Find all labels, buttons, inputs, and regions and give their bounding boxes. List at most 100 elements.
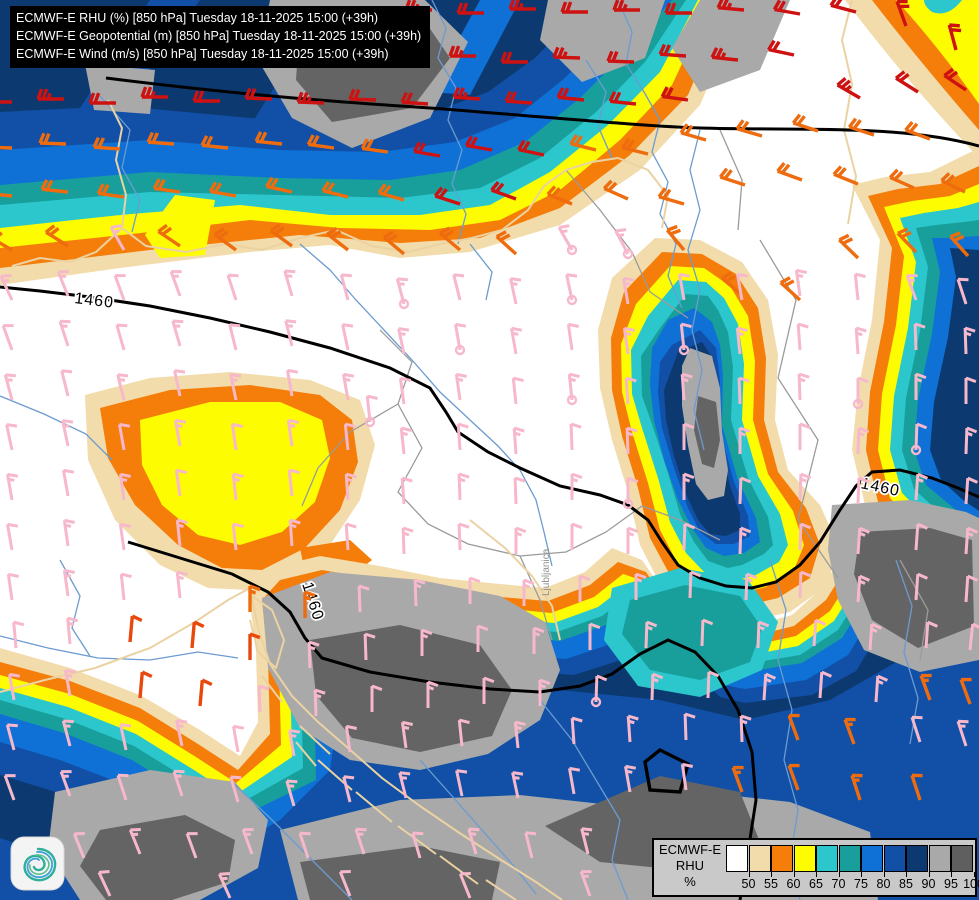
wind-barb	[400, 91, 429, 106]
wind-barb	[58, 319, 71, 347]
humidity-fill-right-band	[852, 148, 979, 568]
wind-barb	[399, 426, 412, 455]
wind-barb	[538, 678, 551, 706]
wind-barb	[455, 769, 468, 797]
wind-barb	[192, 90, 220, 103]
wind-barb	[119, 723, 132, 751]
wind-barb	[511, 376, 524, 405]
wind-barb	[914, 572, 929, 601]
wind-barb	[767, 39, 795, 57]
station-circle-icon	[910, 444, 922, 456]
title-line-geopotential: ECMWF-E Geopotential (m) [850 hPa] Tuesd…	[16, 29, 422, 43]
wind-barb	[688, 570, 702, 599]
wind-barb	[513, 720, 526, 749]
legend-swatch	[838, 845, 861, 872]
wind-barb	[894, 70, 919, 94]
wind-barb	[248, 632, 261, 660]
wind-barb	[303, 590, 316, 618]
wind-barb	[744, 572, 758, 601]
wind-barb	[776, 162, 803, 182]
wind-barb	[678, 272, 691, 301]
wind-barb	[97, 870, 112, 897]
wind-barb	[569, 134, 597, 152]
wind-barb	[735, 326, 748, 355]
wind-barb	[298, 831, 311, 859]
wind-barb	[578, 574, 591, 602]
wind-barb	[580, 827, 593, 855]
wind-barb	[546, 185, 573, 206]
station-circle-icon	[398, 298, 410, 310]
wind-barb	[467, 827, 480, 855]
wind-barb	[344, 724, 358, 753]
legend-tick	[748, 872, 750, 877]
wind-barb	[228, 323, 241, 351]
station-circle-icon	[566, 394, 578, 406]
wind-barb	[398, 771, 411, 799]
lake-outline	[643, 747, 691, 794]
legend-tick	[861, 872, 862, 877]
wind-barb	[198, 678, 213, 707]
wind-barb	[797, 372, 810, 401]
wind-barb	[400, 720, 414, 749]
wind-barb	[787, 763, 800, 791]
wind-barb	[38, 132, 67, 146]
wind-barb	[910, 773, 923, 801]
wind-barb	[710, 47, 739, 62]
wind-barb	[213, 227, 238, 252]
wind-barb	[532, 626, 545, 654]
wind-barb	[513, 476, 526, 505]
wind-barb	[874, 674, 889, 703]
map-place-label: Ljubljanica	[541, 548, 552, 596]
wind-barb	[579, 870, 592, 897]
legend-tick-label: 85	[899, 877, 913, 891]
wind-barb	[96, 183, 125, 199]
wind-barb	[625, 426, 638, 455]
wind-barb	[956, 277, 969, 305]
wind-barb	[904, 121, 931, 141]
wind-barb	[458, 872, 472, 899]
wind-barb	[626, 714, 639, 743]
wind-barb	[650, 672, 664, 701]
wind-barb	[468, 576, 481, 604]
wind-barb	[570, 472, 583, 500]
wind-barb	[964, 574, 979, 603]
legend-tick-label: 80	[876, 877, 891, 891]
wind-barb	[843, 717, 856, 745]
wind-barb	[119, 572, 132, 601]
wind-barb	[341, 323, 354, 351]
wind-barb	[457, 472, 470, 501]
wind-barb	[1, 324, 14, 351]
wind-barb	[682, 472, 695, 500]
wind-barb	[665, 224, 686, 252]
legend-tick-label: 95	[944, 877, 958, 891]
wind-barb	[798, 422, 811, 450]
wind-barb	[36, 88, 64, 101]
wind-barb	[342, 372, 355, 401]
wind-barb	[888, 168, 915, 190]
legend: ECMWF-E RHU % 50 55 60 65 70 75 80 85 90 95 100	[652, 838, 979, 897]
wind-barb	[109, 224, 126, 251]
legend-tick-label: 90	[921, 877, 936, 891]
wind-barb	[231, 472, 244, 501]
legend-tick-label: 100	[963, 877, 979, 891]
wind-barb	[738, 476, 752, 505]
wind-barb	[756, 620, 770, 649]
wind-barb	[3, 373, 16, 401]
contour-1460-north	[105, 76, 979, 148]
wind-barb	[913, 322, 926, 351]
station-circle-icon	[364, 416, 376, 428]
wind-barb	[683, 712, 696, 741]
wind-barb	[476, 624, 489, 652]
wind-barb	[522, 578, 535, 606]
legend-swatch	[861, 845, 883, 872]
wind-barb	[398, 376, 412, 405]
wind-barb	[6, 522, 19, 551]
wind-barb	[568, 766, 581, 795]
wind-barb	[285, 779, 298, 807]
wind-barb	[829, 0, 857, 14]
station-circle-icon	[622, 498, 634, 510]
legend-tick	[928, 872, 930, 877]
wind-barb	[286, 368, 299, 397]
wind-barb	[288, 728, 301, 757]
wind-barb	[905, 274, 918, 301]
